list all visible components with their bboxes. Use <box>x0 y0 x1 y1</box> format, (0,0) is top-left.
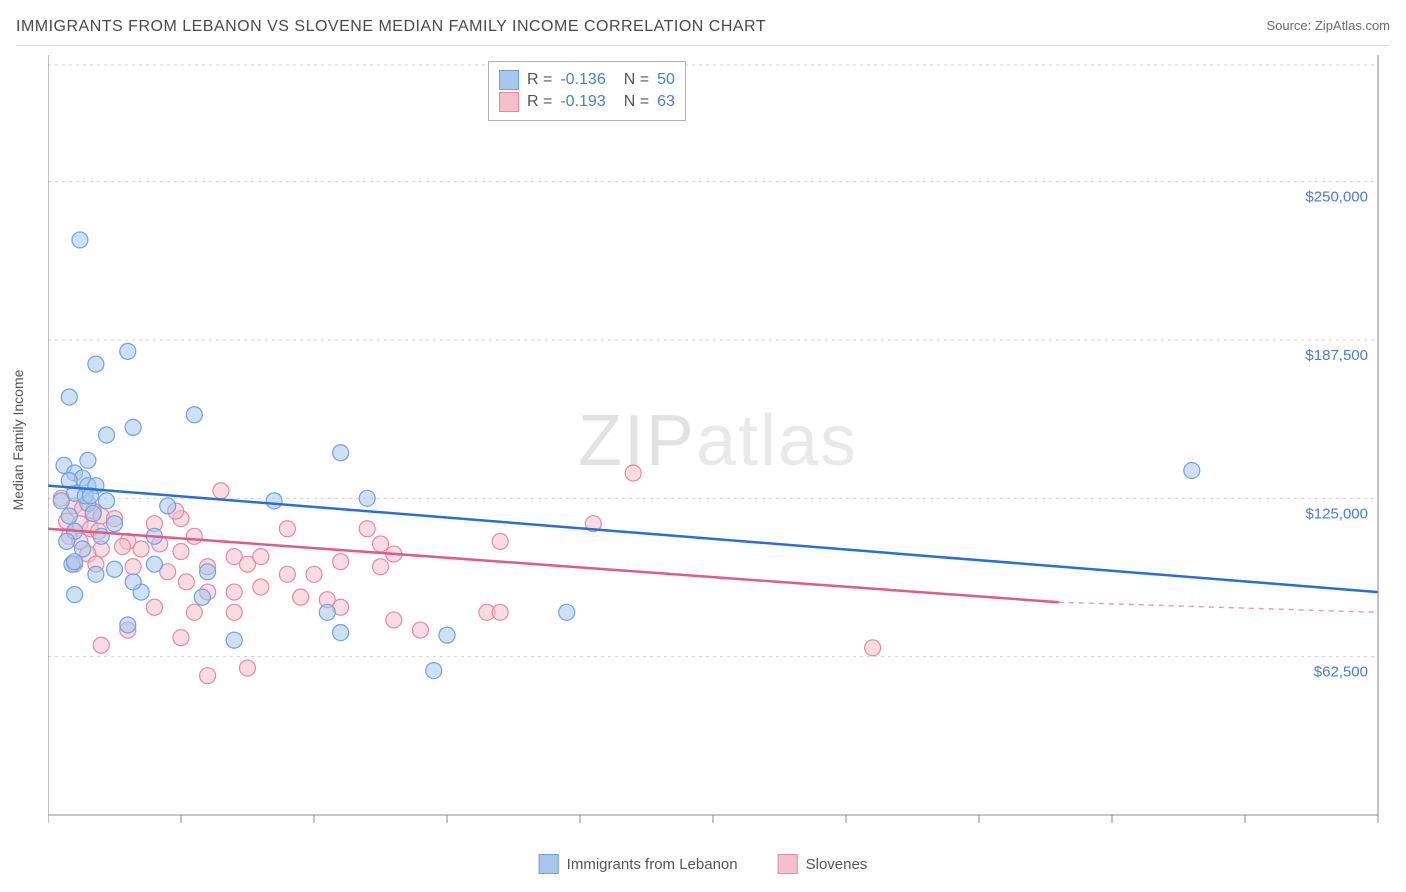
chart-title: IMMIGRANTS FROM LEBANON VS SLOVENE MEDIA… <box>16 18 766 36</box>
swatch-b <box>778 854 798 874</box>
swatch-b <box>499 92 519 112</box>
legend-label-a: Immigrants from Lebanon <box>567 856 738 873</box>
chart-svg: ZIPatlas $62,500 $125,000 $187,500 $250,000 <box>48 55 1388 825</box>
watermark: ZIPatlas <box>578 401 858 481</box>
stats-r-a: -0.136 <box>560 71 605 89</box>
legend-label-b: Slovenes <box>806 856 868 873</box>
swatch-a <box>539 854 559 874</box>
x-ticks <box>48 815 1378 823</box>
y-tick-labels: $62,500 $125,000 $187,500 $250,000 <box>1305 189 1368 681</box>
bottom-legend: 0.0% Immigrants from Lebanon Slovenes 50… <box>539 854 868 874</box>
svg-text:$187,500: $187,500 <box>1305 347 1368 364</box>
stats-r-label: R = <box>527 93 552 111</box>
y-axis-label: Median Family Income <box>10 370 26 511</box>
stats-r-b: -0.193 <box>560 93 605 111</box>
swatch-a <box>499 70 519 90</box>
stats-n-label: N = <box>624 93 649 111</box>
stats-n-a: 50 <box>657 71 675 89</box>
source-label: Source: ZipAtlas.com <box>1266 18 1390 33</box>
plot-area: ZIPatlas $62,500 $125,000 $187,500 $250,000… <box>48 55 1388 825</box>
svg-text:$125,000: $125,000 <box>1305 505 1368 522</box>
svg-text:ZIPatlas: ZIPatlas <box>578 401 858 481</box>
stats-row-b: R = -0.193 N = 63 <box>499 92 675 112</box>
stats-n-b: 63 <box>657 93 675 111</box>
legend-item-a: Immigrants from Lebanon <box>539 854 738 874</box>
title-bar: IMMIGRANTS FROM LEBANON VS SLOVENE MEDIA… <box>16 18 1390 46</box>
svg-text:$62,500: $62,500 <box>1314 664 1368 681</box>
stats-row-a: R = -0.136 N = 50 <box>499 70 675 90</box>
svg-text:$250,000: $250,000 <box>1305 189 1368 206</box>
stats-r-label: R = <box>527 71 552 89</box>
scatter-series-b <box>53 465 880 684</box>
regression-lines <box>48 486 1378 613</box>
stats-legend-box: R = -0.136 N = 50 R = -0.193 N = 63 <box>488 61 686 121</box>
legend-item-b: Slovenes <box>778 854 868 874</box>
stats-n-label: N = <box>624 71 649 89</box>
chart-container: IMMIGRANTS FROM LEBANON VS SLOVENE MEDIA… <box>0 0 1406 892</box>
